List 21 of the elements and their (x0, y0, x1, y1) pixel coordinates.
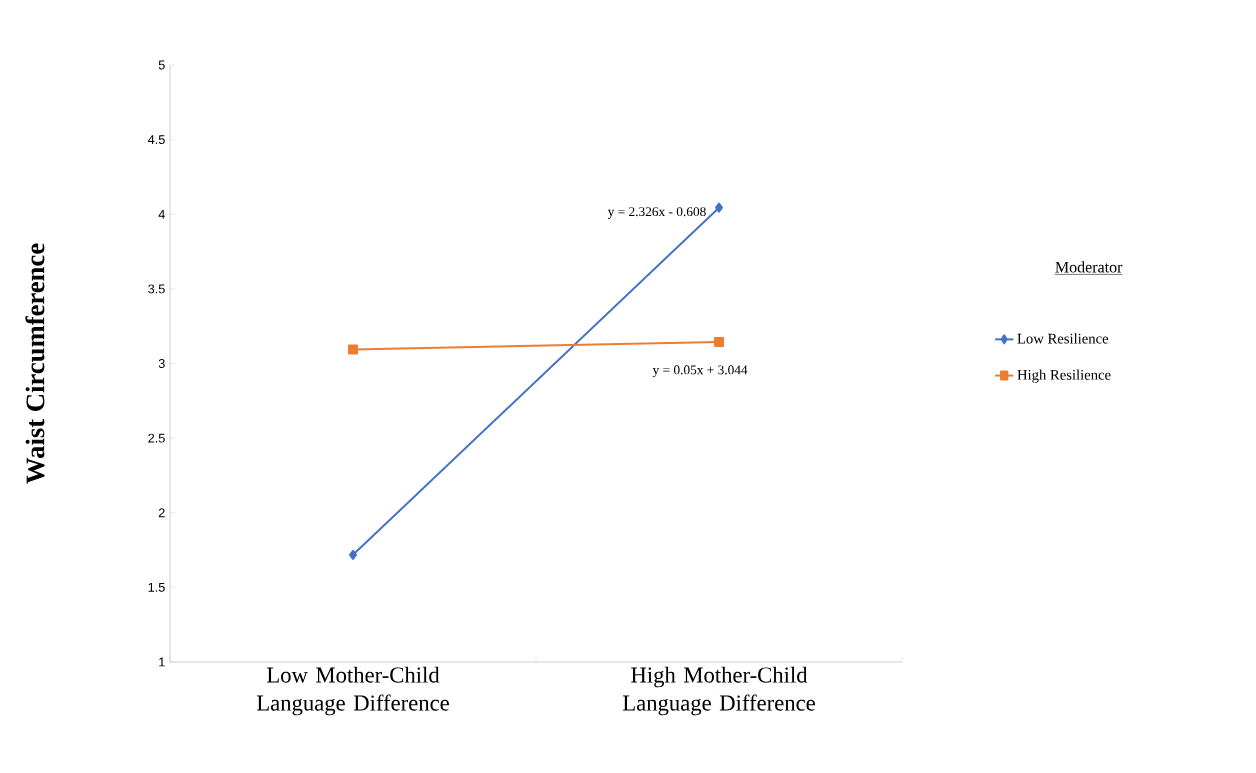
point (348, 344, 358, 355)
y-tick-label: 5 (158, 60, 165, 70)
y-axis-title: Waist Circumference (25, 243, 45, 484)
y-tick-label: 3.5 (148, 284, 165, 294)
legend-label: High Resilience (1017, 369, 1111, 383)
annotation: y = 2.326x - 0.608 (607, 207, 706, 219)
x-tick-label: High Mother-Child Language Difference (622, 666, 815, 716)
y-tick-label: 4.5 (147, 135, 165, 145)
point (714, 337, 725, 347)
point (715, 202, 723, 213)
y-tick-label: 1 (159, 657, 165, 667)
legend-label: Low Resilience (1017, 333, 1109, 344)
y-tick-label: 2 (158, 508, 165, 518)
legend-title: Moderator (1055, 261, 1123, 273)
y-tick-label: 1.5 (148, 582, 165, 592)
point (349, 549, 358, 560)
y-tick-label: 2.5 (148, 433, 165, 443)
annotation: y = 0.05x + 3.044 (652, 365, 748, 378)
y-tick-label: 3 (158, 359, 165, 368)
x-tick-label: Low Mother-Child Language Difference (256, 666, 449, 716)
y-tick-label: 4 (158, 209, 165, 219)
